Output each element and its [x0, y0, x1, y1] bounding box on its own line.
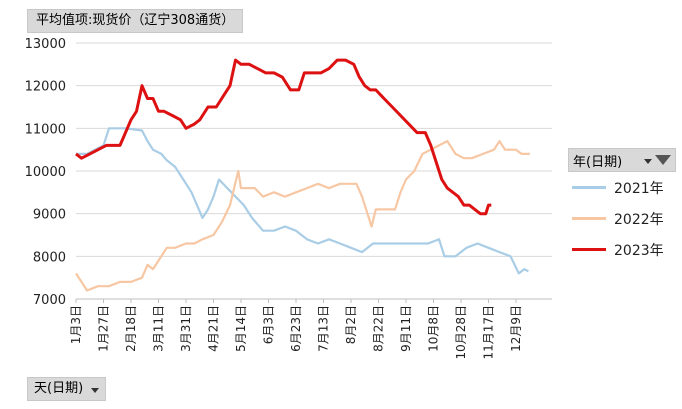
- legend-label: 2022年: [614, 211, 664, 228]
- axis-field-label: 天(日期): [34, 381, 84, 396]
- y-tick-label: 7000: [33, 293, 66, 308]
- x-tick-label: 3月11日: [152, 305, 166, 352]
- x-tick-label: 9月11日: [399, 305, 413, 352]
- x-tick-label: 6月3日: [262, 305, 276, 344]
- x-axis: 1月3日 1月27日 2月18日 3月11日 3月31日 4月21日 5月14日 6月3日 6月…: [69, 298, 552, 360]
- x-tick-label: 10月8日: [427, 305, 441, 352]
- x-tick-label: 12月9日: [509, 305, 523, 352]
- x-tick-label: 2月18日: [124, 305, 138, 352]
- y-tick-label: 9000: [33, 208, 66, 223]
- series-lines: [75, 58, 530, 292]
- x-tick-label: 3月31日: [179, 305, 193, 352]
- series-line: [76, 127, 529, 275]
- y-tick-label: 11000: [25, 122, 66, 137]
- filter-icon[interactable]: [655, 155, 671, 165]
- legend-swatch: [572, 217, 606, 220]
- x-tick-label: 11月17日: [482, 305, 496, 360]
- value-field-button[interactable]: 平均值项:现货价（辽宁308通货）: [27, 9, 244, 33]
- legend: 年(日期) 2021年 2022年 2023年: [568, 148, 676, 265]
- x-tick-label: 4月21日: [207, 305, 221, 352]
- dropdown-icon[interactable]: [644, 159, 652, 164]
- x-tick-label: 6月23日: [289, 305, 303, 352]
- legend-label: 2021年: [614, 180, 664, 197]
- x-tick-label: 10月28日: [454, 305, 468, 360]
- y-tick-label: 10000: [25, 165, 66, 180]
- dropdown-icon[interactable]: [91, 388, 100, 393]
- legend-label: 2023年: [614, 242, 664, 259]
- legend-item-2023: 2023年: [568, 234, 676, 265]
- y-tick-label: 12000: [25, 80, 66, 95]
- legend-item-2021: 2021年: [568, 172, 676, 203]
- series-line: [75, 140, 530, 292]
- axis-field-button[interactable]: 天(日期): [27, 377, 107, 401]
- legend-swatch: [572, 186, 606, 189]
- gridlines: [76, 42, 552, 300]
- x-tick-label: 1月27日: [97, 305, 111, 352]
- y-tick-label: 13000: [25, 37, 66, 52]
- x-tick-label: 1月3日: [69, 305, 83, 344]
- legend-field-button[interactable]: 年(日期): [568, 148, 676, 172]
- x-tick-label: 8月22日: [372, 305, 386, 352]
- legend-title: 年(日期): [573, 154, 623, 170]
- x-tick-label: 8月2日: [344, 305, 358, 344]
- y-tick-label: 8000: [33, 250, 66, 265]
- legend-swatch: [572, 248, 606, 251]
- x-tick-label: 5月14日: [234, 305, 248, 352]
- series-line: [75, 58, 492, 216]
- y-axis-tick-labels: 7000 8000 9000 10000 11000 12000 13000: [25, 37, 66, 308]
- x-tick-label: 7月13日: [317, 305, 331, 352]
- legend-item-2022: 2022年: [568, 203, 676, 234]
